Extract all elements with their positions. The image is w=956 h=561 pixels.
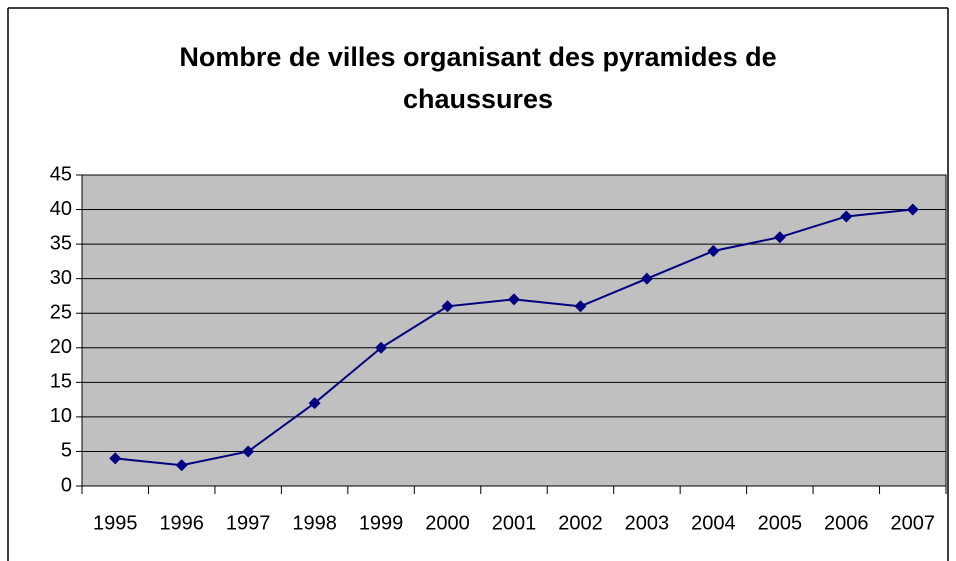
x-tick-label: 1999	[359, 512, 404, 534]
data-marker	[308, 397, 321, 410]
data-marker	[375, 341, 388, 354]
x-tick-label: 1995	[93, 512, 138, 534]
y-tick-label: 0	[61, 474, 72, 496]
x-tick-label: 1996	[159, 512, 204, 534]
x-tick-label: 2001	[492, 512, 537, 534]
x-tick-label: 2007	[891, 512, 936, 534]
data-marker	[175, 459, 188, 472]
data-marker	[773, 231, 786, 244]
data-marker	[441, 300, 454, 313]
x-tick-label: 2005	[758, 512, 803, 534]
plot-area	[81, 174, 947, 487]
x-tick-label: 2004	[691, 512, 736, 534]
data-marker	[508, 293, 520, 306]
x-tick-label: 1998	[292, 512, 337, 534]
x-tick-label: 2006	[824, 512, 869, 534]
data-marker	[707, 245, 720, 258]
x-tick-label: 2000	[425, 512, 470, 534]
y-tick-label: 10	[50, 405, 72, 427]
data-marker	[242, 445, 255, 458]
data-marker	[906, 203, 919, 216]
data-marker	[840, 210, 853, 223]
data-marker	[574, 300, 587, 313]
data-marker	[640, 272, 653, 285]
y-tick-label: 15	[50, 371, 72, 393]
y-tick-label: 40	[50, 198, 72, 220]
x-tick-label: 1997	[226, 512, 271, 534]
x-tick-label: 2002	[558, 512, 603, 534]
y-tick-label: 5	[61, 440, 72, 462]
y-tick-label: 45	[50, 163, 72, 185]
data-marker	[109, 452, 122, 465]
y-tick-label: 25	[50, 302, 72, 324]
x-tick-label: 2003	[625, 512, 670, 534]
y-tick-label: 30	[50, 267, 72, 289]
chart-title: Nombre de villes organisant des pyramide…	[179, 42, 777, 114]
y-tick-label: 35	[50, 232, 72, 254]
y-tick-label: 20	[50, 336, 72, 358]
